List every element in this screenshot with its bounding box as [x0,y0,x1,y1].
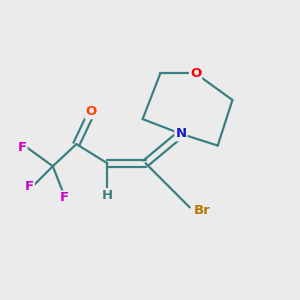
Text: F: F [17,141,26,154]
Text: F: F [60,191,69,205]
Text: F: F [25,180,34,193]
Text: O: O [190,67,201,80]
Text: O: O [85,105,97,118]
Text: H: H [102,189,113,202]
Text: N: N [176,127,187,140]
Text: Br: Br [194,204,211,217]
